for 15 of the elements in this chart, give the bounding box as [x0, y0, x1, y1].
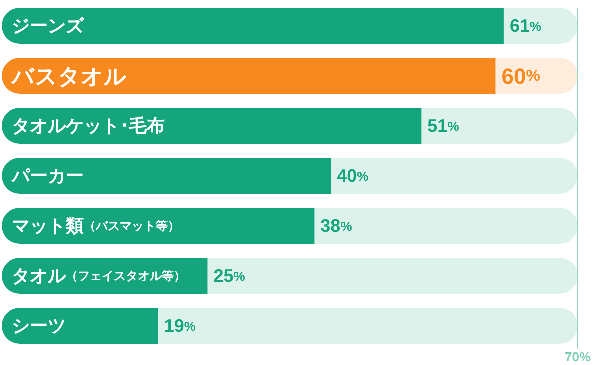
y-tick-label: パーカー [11, 166, 84, 186]
y-tick-label: タオルケット･毛布 [12, 116, 165, 136]
x-tick-label: 70% [564, 350, 592, 364]
y-tick-label: シーツ [12, 316, 66, 336]
data-label: 40% [337, 166, 370, 186]
data-label: 38% [320, 216, 353, 236]
data-label: 61% [510, 16, 542, 36]
y-tick-label: バスタオル [10, 64, 127, 88]
data-label: 51% [428, 116, 460, 136]
y-tick-label: マット類（バスマット等） [12, 216, 180, 236]
data-label: 19% [164, 316, 196, 336]
y-tick-label: ジーンズ [12, 16, 85, 36]
data-label: 60% [502, 64, 540, 88]
y-tick-label: タオル（フェイスタオル等） [12, 266, 186, 286]
data-label: 25% [214, 266, 246, 286]
